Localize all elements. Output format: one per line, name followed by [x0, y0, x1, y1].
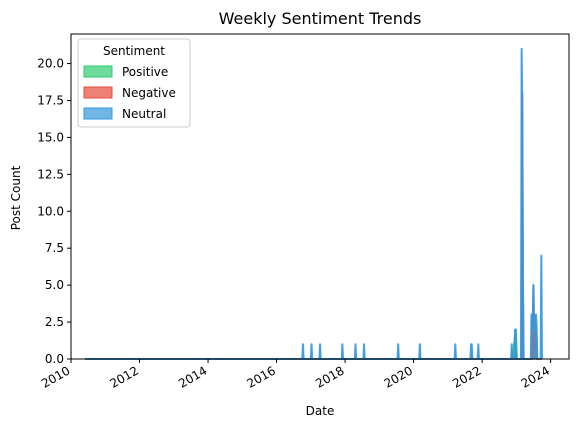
- legend-box: [77, 38, 191, 128]
- y-tick-label: 7.5: [45, 241, 64, 255]
- legend: Sentiment Positive Negative Neutral: [77, 38, 191, 128]
- y-tick-label: 17.5: [37, 93, 64, 107]
- y-tick-label: 12.5: [37, 167, 64, 181]
- y-tick-label: 10.0: [37, 204, 64, 218]
- y-axis-label: Post Count: [9, 165, 23, 230]
- y-axis: 0.0 2.5 5.0 7.5 10.0 12.5 15.0 17.5 20.0: [37, 57, 71, 366]
- legend-swatch-negative: [83, 86, 113, 99]
- legend-swatch-positive: [83, 65, 113, 78]
- legend-swatch-neutral: [83, 107, 113, 120]
- y-tick-label: 2.5: [45, 315, 64, 329]
- y-tick-label: 0.0: [45, 352, 64, 366]
- y-tick-label: 20.0: [37, 57, 64, 71]
- legend-title: Sentiment: [103, 44, 165, 58]
- legend-label-positive: Positive: [122, 65, 168, 79]
- x-axis-label: Date: [306, 404, 335, 418]
- plot-frame: [70, 33, 570, 360]
- chart-title: Weekly Sentiment Trends: [219, 9, 422, 28]
- legend-label-neutral: Neutral: [122, 107, 166, 121]
- legend-label-negative: Negative: [122, 86, 176, 100]
- y-tick-label: 5.0: [45, 278, 64, 292]
- y-tick-label: 15.0: [37, 130, 64, 144]
